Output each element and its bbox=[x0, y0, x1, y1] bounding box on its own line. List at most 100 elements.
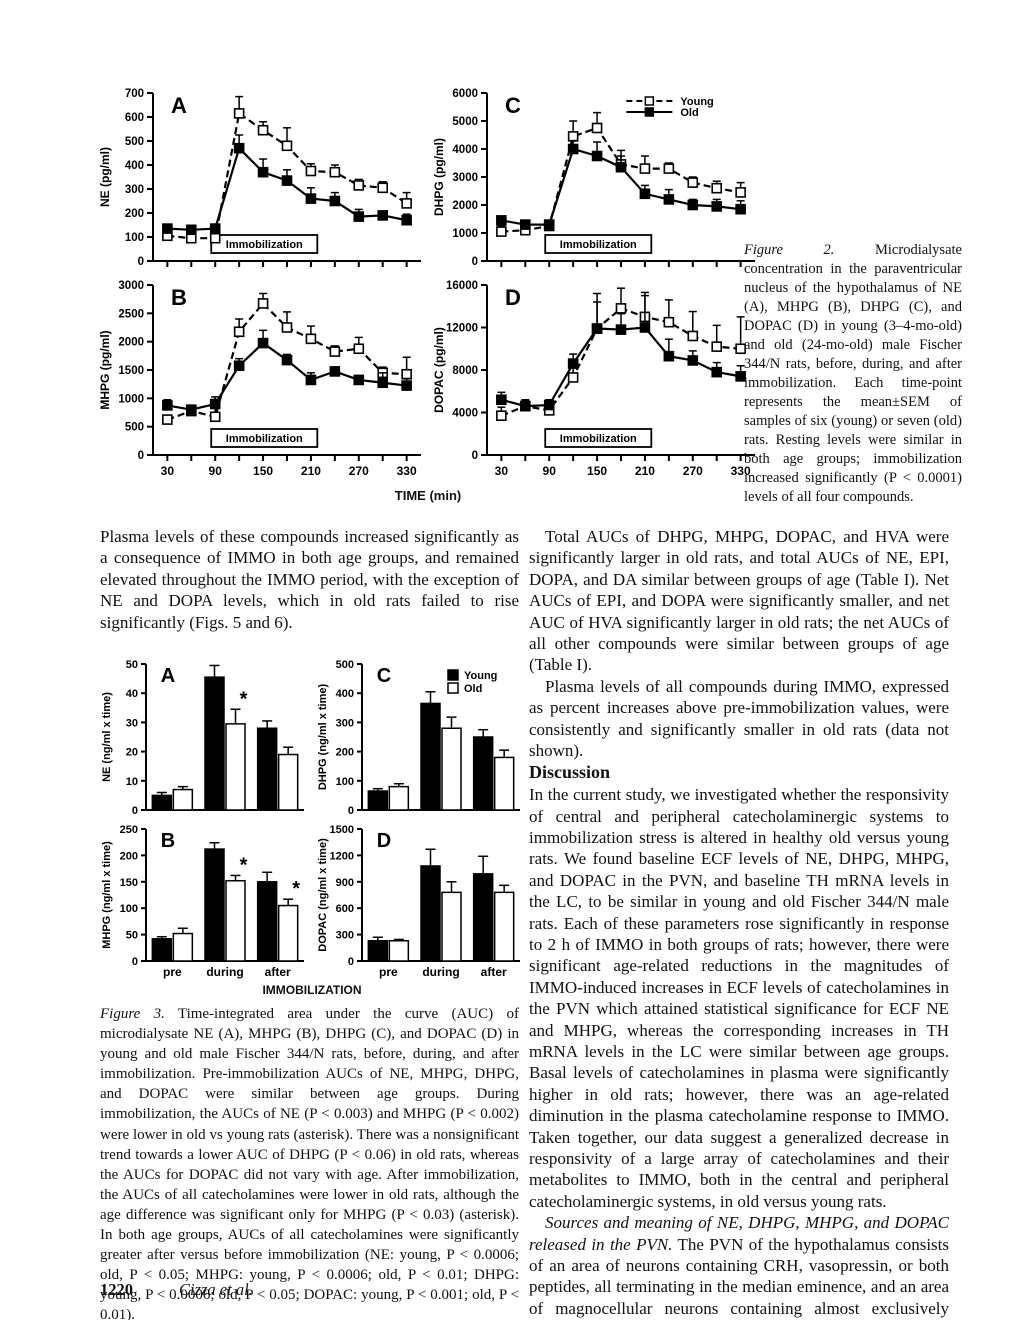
svg-text:40: 40 bbox=[126, 688, 138, 700]
line-chart-svg-C: 0 1000 2000 3000 4000 5000 6000 DHPG (pg/ml) Imm… bbox=[432, 88, 755, 268]
svg-text:pre: pre bbox=[379, 965, 398, 979]
svg-text:1500: 1500 bbox=[330, 824, 354, 836]
svg-text:250: 250 bbox=[120, 824, 138, 836]
discussion-paragraph-2-lead: Sources and meaning of NE, DHPG, MHPG, a… bbox=[529, 1213, 949, 1254]
time-axis-label: TIME (min) bbox=[394, 488, 462, 503]
discussion-paragraph-2-rest: The PVN of the hypothalamus consists of … bbox=[529, 1234, 949, 1318]
svg-text:during: during bbox=[422, 965, 459, 979]
svg-text:8000: 8000 bbox=[452, 365, 478, 377]
svg-text:0: 0 bbox=[132, 956, 138, 968]
svg-text:500: 500 bbox=[125, 136, 144, 148]
svg-text:200: 200 bbox=[120, 850, 138, 862]
svg-text:D: D bbox=[377, 830, 391, 852]
figure2-chart-A: 0 100 200 300 400 500 600 700 NE (pg/ml) Immobili… bbox=[95, 83, 427, 273]
svg-text:30: 30 bbox=[161, 464, 175, 478]
svg-text:3000: 3000 bbox=[118, 280, 144, 292]
discussion-paragraph-2: Sources and meaning of NE, DHPG, MHPG, a… bbox=[529, 1212, 949, 1320]
svg-text:100: 100 bbox=[125, 232, 144, 244]
svg-text:500: 500 bbox=[125, 422, 144, 434]
svg-text:2500: 2500 bbox=[118, 308, 144, 320]
figure3-chart-A: 0 10 20 30 40 50 NE (ng/ml x time) * A bbox=[98, 656, 310, 818]
svg-text:30: 30 bbox=[495, 464, 509, 478]
svg-text:B: B bbox=[161, 830, 175, 852]
svg-text:6000: 6000 bbox=[452, 88, 478, 100]
page-footer: 1220 Cizza et al. bbox=[100, 1280, 253, 1300]
svg-text:DOPAC (ng/ml x time): DOPAC (ng/ml x time) bbox=[317, 838, 329, 952]
svg-text:0: 0 bbox=[348, 956, 354, 968]
line-chart-svg-B: 0 500 1000 1500 2000 2500 3000 30 90 150 210 270 330… bbox=[98, 280, 421, 478]
svg-text:200: 200 bbox=[336, 747, 354, 759]
svg-text:16000: 16000 bbox=[446, 280, 478, 292]
svg-text:210: 210 bbox=[301, 464, 321, 478]
svg-text:*: * bbox=[240, 854, 248, 876]
immobilization-axis-label: IMMOBILIZATION bbox=[262, 983, 362, 997]
svg-text:Immobilization: Immobilization bbox=[226, 433, 303, 445]
svg-text:A: A bbox=[161, 665, 175, 687]
svg-text:Young: Young bbox=[680, 96, 713, 108]
svg-text:270: 270 bbox=[349, 464, 369, 478]
figure2-caption-lead: Figure 2. bbox=[744, 242, 835, 258]
svg-text:12000: 12000 bbox=[446, 323, 478, 335]
figure2-panel: 0 100 200 300 400 500 600 700 NE (pg/ml) Immobili… bbox=[95, 83, 761, 508]
svg-text:50: 50 bbox=[126, 659, 138, 671]
svg-text:0: 0 bbox=[132, 805, 138, 817]
svg-text:*: * bbox=[240, 688, 248, 710]
svg-text:0: 0 bbox=[138, 256, 144, 268]
svg-text:after: after bbox=[481, 965, 507, 979]
line-chart-svg-D: 0 4000 8000 12000 16000 30 90 150 210 270 330 DOPAC… bbox=[432, 280, 755, 478]
footer-authors: Cizza et al. bbox=[179, 1280, 253, 1299]
svg-text:*: * bbox=[292, 878, 300, 900]
svg-text:500: 500 bbox=[336, 659, 354, 671]
svg-text:300: 300 bbox=[336, 717, 354, 729]
figure3-chart-C: 0 100 200 300 400 500 DHPG (ng/ml x time) C Youn… bbox=[314, 656, 526, 818]
svg-text:2000: 2000 bbox=[452, 200, 478, 212]
svg-text:MHPG (ng/ml x time): MHPG (ng/ml x time) bbox=[101, 841, 113, 949]
bar-chart-svg-B: 0 50 100 150 200 250 MHPG (ng/ml x time) * * pre d… bbox=[101, 824, 304, 979]
svg-text:30: 30 bbox=[126, 717, 138, 729]
svg-text:Immobilization: Immobilization bbox=[226, 239, 303, 251]
svg-text:5000: 5000 bbox=[452, 116, 478, 128]
page-number: 1220 bbox=[100, 1280, 133, 1299]
figure3-chart-B: 0 50 100 150 200 250 MHPG (ng/ml x time) * * pre d… bbox=[98, 821, 310, 981]
discussion-paragraph-1: In the current study, we investigated wh… bbox=[529, 785, 949, 1211]
figure3-caption: Figure 3. Time-integrated area under the… bbox=[100, 1004, 519, 1320]
svg-text:Old: Old bbox=[464, 683, 482, 695]
svg-text:100: 100 bbox=[336, 776, 354, 788]
svg-text:2000: 2000 bbox=[118, 337, 144, 349]
svg-text:C: C bbox=[505, 93, 521, 118]
svg-text:A: A bbox=[171, 93, 187, 118]
svg-text:90: 90 bbox=[209, 464, 223, 478]
svg-text:50: 50 bbox=[126, 930, 138, 942]
svg-text:330: 330 bbox=[731, 464, 751, 478]
svg-text:600: 600 bbox=[125, 112, 144, 124]
svg-text:0: 0 bbox=[472, 256, 478, 268]
svg-text:DOPAC (pg/ml): DOPAC (pg/ml) bbox=[432, 327, 446, 413]
svg-text:150: 150 bbox=[120, 877, 138, 889]
svg-text:0: 0 bbox=[348, 805, 354, 817]
figure2-chart-D: 0 4000 8000 12000 16000 30 90 150 210 270 330 DOPAC… bbox=[429, 275, 761, 487]
svg-text:150: 150 bbox=[587, 464, 607, 478]
svg-text:4000: 4000 bbox=[452, 144, 478, 156]
svg-text:1000: 1000 bbox=[452, 228, 478, 240]
svg-text:during: during bbox=[206, 965, 243, 979]
svg-text:1500: 1500 bbox=[118, 365, 144, 377]
svg-text:C: C bbox=[377, 665, 391, 687]
svg-text:DHPG (ng/ml x time): DHPG (ng/ml x time) bbox=[317, 683, 329, 790]
svg-text:330: 330 bbox=[397, 464, 417, 478]
line-chart-svg-A: 0 100 200 300 400 500 600 700 NE (pg/ml) Immobili… bbox=[98, 88, 421, 268]
right-column: Total AUCs of DHPG, MHPG, DOPAC, and HVA… bbox=[529, 526, 949, 1320]
svg-text:100: 100 bbox=[120, 903, 138, 915]
svg-text:pre: pre bbox=[163, 965, 182, 979]
svg-text:4000: 4000 bbox=[452, 408, 478, 420]
bar-chart-svg-A: 0 10 20 30 40 50 NE (ng/ml x time) * A bbox=[101, 659, 304, 817]
figure2-chart-C: 0 1000 2000 3000 4000 5000 6000 DHPG (pg/ml) Imm… bbox=[429, 83, 761, 273]
discussion-heading: Discussion bbox=[529, 762, 611, 783]
figure3-panel: 0 10 20 30 40 50 NE (ng/ml x time) * A 0 100 200 30… bbox=[98, 656, 526, 1004]
left-column-paragraph: Plasma levels of these compounds increas… bbox=[100, 527, 519, 632]
svg-text:NE (pg/ml): NE (pg/ml) bbox=[98, 147, 112, 207]
right-paragraph-2: Plasma levels of all compounds during IM… bbox=[529, 676, 949, 761]
svg-text:400: 400 bbox=[336, 688, 354, 700]
svg-text:10: 10 bbox=[126, 776, 138, 788]
